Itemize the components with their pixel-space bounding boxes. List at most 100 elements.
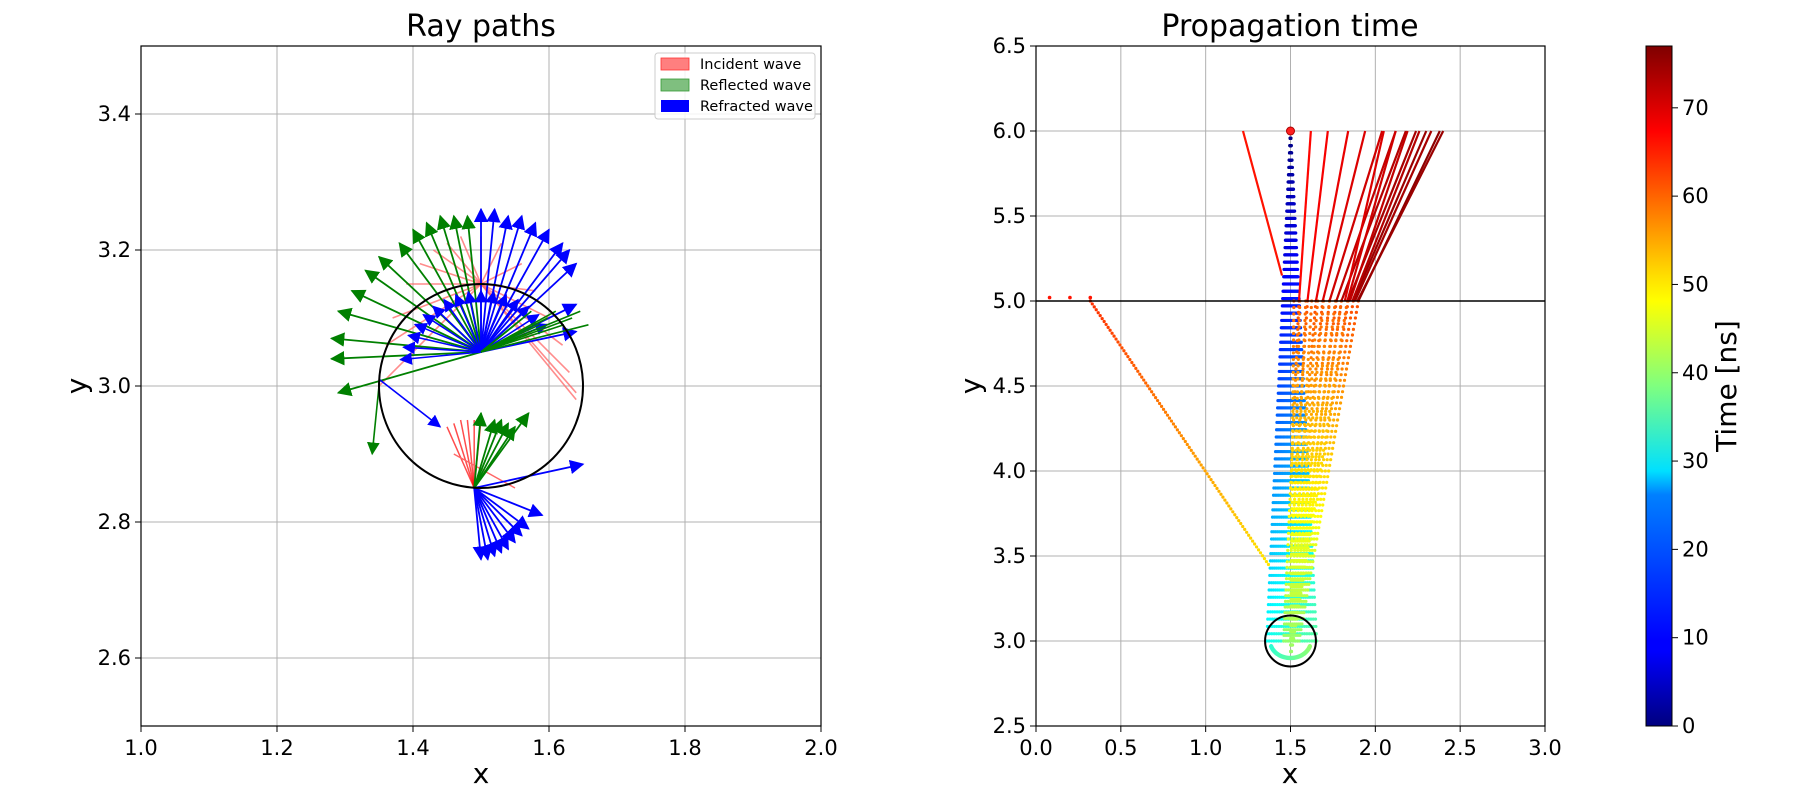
- upgoing-ray-point: [1296, 548, 1300, 552]
- upgoing-ray-point: [1297, 507, 1301, 511]
- upgoing-ray-point: [1318, 422, 1322, 426]
- downgoing-ray-point: [1275, 624, 1279, 629]
- upgoing-ray-point: [1304, 559, 1308, 563]
- upgoing-ray-point: [1290, 513, 1294, 517]
- upgoing-ray-point: [1338, 401, 1343, 405]
- upgoing-ray-point: [1295, 507, 1299, 511]
- oblique-ray-point: [1185, 442, 1189, 447]
- upgoing-ray-point: [1300, 461, 1304, 465]
- upgoing-ray-point: [1310, 520, 1314, 524]
- oblique-ray-point: [1092, 305, 1096, 309]
- upgoing-ray-point: [1340, 367, 1344, 371]
- upgoing-ray-point: [1302, 507, 1306, 511]
- downgoing-ray-point: [1268, 610, 1272, 614]
- upgoing-ray-point: [1283, 611, 1287, 615]
- upgoing-ray-point: [1301, 452, 1305, 456]
- reflected-ray: [364, 269, 482, 353]
- upgoing-ray-point: [1293, 494, 1297, 498]
- upgoing-ray-point: [1320, 407, 1324, 411]
- upgoing-ray-point: [1288, 503, 1292, 507]
- upgoing-ray-point: [1308, 520, 1312, 524]
- upgoing-ray-point: [1324, 486, 1328, 490]
- downgoing-ray-point: [1306, 471, 1310, 476]
- upgoing-ray-point: [1305, 552, 1309, 556]
- upgoing-ray-point: [1310, 452, 1314, 456]
- upgoing-ray-point: [1349, 339, 1354, 343]
- upgoing-ray-point: [1313, 435, 1317, 439]
- oblique-ray-point: [1187, 445, 1191, 449]
- upgoing-ray-point: [1301, 578, 1305, 582]
- upgoing-ray-point: [1335, 418, 1340, 422]
- upgoing-ray-point: [1315, 370, 1319, 374]
- downgoing-ray-point: [1266, 617, 1270, 621]
- downgoing-ray-point: [1294, 231, 1298, 235]
- oblique-ray-point: [1254, 545, 1259, 549]
- downgoing-ray-point: [1286, 602, 1290, 607]
- downgoing-ray-point: [1284, 624, 1288, 629]
- downgoing-ray-point: [1272, 639, 1276, 643]
- upgoing-ray-point: [1314, 412, 1319, 416]
- upgoing-ray-point: [1331, 446, 1335, 450]
- upgoing-ray-point: [1284, 577, 1289, 581]
- circle-ray-point: [1307, 644, 1313, 649]
- upgoing-ray-point: [1308, 497, 1313, 501]
- downgoing-ray-point: [1305, 632, 1309, 636]
- upgoing-ray-point: [1303, 325, 1307, 329]
- downgoing-ray-point: [1266, 602, 1271, 607]
- left-xlabel: x: [473, 757, 490, 790]
- upgoing-ray-point: [1292, 503, 1296, 507]
- downgoing-ray-point: [1274, 639, 1278, 643]
- refracted-ray: [473, 487, 523, 537]
- oblique-ray-point: [1175, 428, 1179, 432]
- upgoing-ray-point: [1295, 500, 1299, 504]
- upgoing-ray-point: [1329, 370, 1333, 374]
- upgoing-ray-point: [1317, 455, 1321, 459]
- downgoing-ray-point: [1294, 238, 1298, 242]
- downgoing-ray-point: [1294, 245, 1299, 250]
- upgoing-ray-point: [1331, 322, 1335, 326]
- upgoing-ray-point: [1301, 370, 1305, 374]
- oblique-ray-point: [1211, 480, 1215, 485]
- upgoing-ray-point: [1306, 364, 1310, 368]
- upgoing-ray-point: [1302, 338, 1306, 342]
- upgoing-ray-point: [1308, 548, 1312, 552]
- upgoing-ray-point: [1330, 364, 1334, 368]
- upgoing-ray-point: [1348, 316, 1353, 320]
- left-xtick-label: 1.0: [124, 736, 157, 760]
- upgoing-ray-point: [1336, 357, 1340, 362]
- downgoing-ray-point: [1292, 194, 1296, 199]
- left-axes: Ray paths 1.0 1.2 1.4 1.6 1.8 2.0 2.6 2.8 3.0 3.2…: [60, 9, 838, 790]
- upgoing-ray-point: [1331, 318, 1335, 323]
- upgoing-ray-point: [1305, 500, 1310, 504]
- upgoing-ray-point: [1326, 422, 1330, 426]
- upgoing-ray-point: [1309, 468, 1313, 472]
- upgoing-ray-point: [1319, 325, 1323, 329]
- downgoing-ray-point: [1308, 602, 1312, 607]
- upgoing-ray-point: [1291, 338, 1296, 342]
- upgoing-ray-point: [1308, 403, 1312, 407]
- upgoing-ray-point: [1348, 344, 1353, 348]
- downgoing-ray-point: [1302, 624, 1306, 629]
- upgoing-ray-point: [1305, 582, 1309, 586]
- upgoing-ray-point: [1344, 344, 1348, 348]
- downgoing-ray-point: [1295, 267, 1300, 272]
- upgoing-ray-point: [1308, 448, 1312, 452]
- upgoing-ray-point: [1304, 448, 1308, 452]
- oblique-ray-point: [1142, 378, 1146, 382]
- upgoing-ray-point: [1296, 383, 1300, 387]
- left-ticks: 1.0 1.2 1.4 1.6 1.8 2.0 2.6 2.8 3.0 3.2 3.4: [98, 102, 838, 760]
- upgoing-ray-point: [1290, 543, 1294, 547]
- upgoing-ray-point: [1303, 577, 1307, 581]
- downgoing-ray-point: [1279, 639, 1283, 643]
- oblique-ray-point: [1169, 419, 1174, 423]
- refracted-ray: [464, 290, 482, 353]
- upgoing-ray-point: [1312, 322, 1316, 326]
- upgoing-ray-point: [1290, 461, 1294, 465]
- refracted-ray: [480, 214, 525, 353]
- upgoing-ray-point: [1318, 331, 1323, 336]
- upgoing-ray-point: [1319, 492, 1324, 496]
- upgoing-ray-point: [1333, 412, 1337, 416]
- upgoing-ray-point: [1332, 418, 1336, 422]
- upgoing-ray-point: [1297, 344, 1301, 349]
- left-ytick-label: 3.0: [98, 374, 131, 398]
